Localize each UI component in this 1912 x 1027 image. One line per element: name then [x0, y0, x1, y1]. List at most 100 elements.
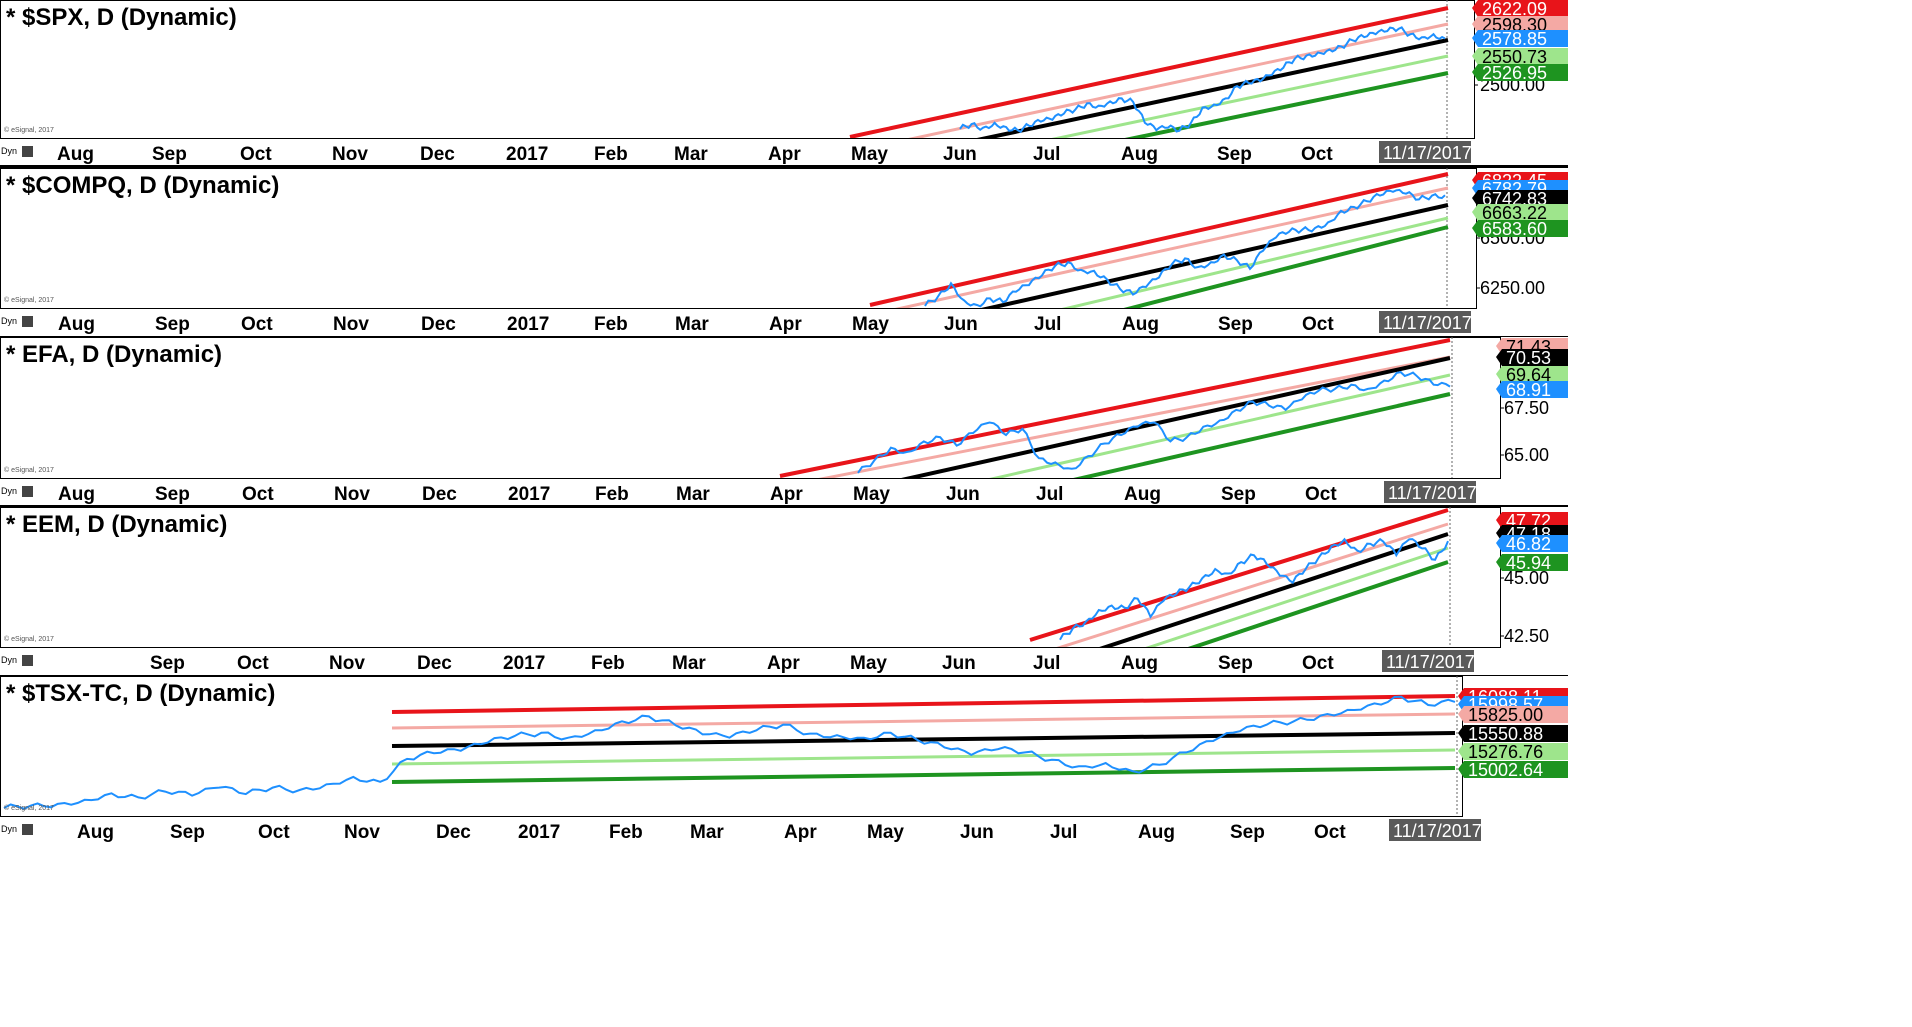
dyn-toggle-icon[interactable]	[22, 146, 33, 157]
dyn-toggle-icon[interactable]	[22, 655, 33, 666]
price-label-price: 2578.85	[1472, 29, 1568, 49]
dyn-label[interactable]: Dyn	[1, 486, 18, 496]
price-label-green: 45.94	[1496, 553, 1568, 573]
price-label-green: 6583.60	[1472, 219, 1568, 239]
price-label-tag	[1458, 706, 1568, 723]
price-label-tag	[1458, 743, 1568, 760]
chart-panel-2[interactable]: 67.50 65.00 71.43 70.53 69.64 68.91 Aug Sep Oct N…	[0, 337, 1568, 505]
channel-line-black	[976, 38, 1449, 138]
price-series-line	[959, 26, 1446, 134]
dyn-toggle-icon[interactable]	[22, 486, 33, 497]
x-tick-label: Apr	[768, 144, 801, 165]
x-tick-label: Sep	[1230, 822, 1265, 842]
chart-panel-3[interactable]: 45.00 42.50 47.72 47.18 46.82 45.94 Sep Oct Nov D…	[0, 507, 1568, 675]
x-tick-label: Oct	[1305, 484, 1337, 505]
price-label-tag	[1496, 554, 1568, 571]
price-label-tag	[1472, 190, 1568, 207]
dyn-label[interactable]: Dyn	[1, 824, 18, 834]
channel-line-lightgreen	[391, 748, 1456, 766]
y-tick-label: 6250.00	[1480, 278, 1545, 298]
price-label-tag	[1472, 16, 1568, 33]
x-tick-label: Sep	[1218, 653, 1253, 674]
x-tick-label: May	[851, 144, 888, 165]
panel-separator	[0, 165, 1568, 169]
channel-line-red	[391, 694, 1456, 714]
x-tick-label: Oct	[240, 144, 272, 165]
price-label-red: 2622.09	[1472, 0, 1568, 19]
price-label-lightgreen: 15276.76	[1458, 742, 1568, 762]
price-label-text: 69.64	[1506, 365, 1551, 385]
channel-line-black	[391, 731, 1456, 748]
channel-line-lightgreen	[1061, 216, 1449, 308]
date-box	[1379, 141, 1471, 163]
date-box-text: 11/17/2017	[1386, 652, 1475, 672]
x-tick-label: Aug	[77, 822, 114, 842]
x-tick-label: Nov	[344, 822, 380, 842]
x-tick-label: Apr	[770, 484, 803, 505]
price-label-text: 15002.64	[1468, 760, 1543, 780]
esignal-watermark: © eSignal, 2017	[4, 127, 54, 134]
price-label-tag	[1496, 535, 1568, 552]
price-label-black: 70.53	[1496, 348, 1568, 368]
x-tick-label: Aug	[1138, 822, 1175, 842]
channel-line-lightgreen	[1051, 54, 1449, 138]
channel-line-pink	[1056, 522, 1449, 647]
price-label-tag	[1458, 761, 1568, 778]
date-box	[1389, 819, 1481, 841]
dyn-label[interactable]: Dyn	[1, 316, 18, 326]
x-tick-label: Sep	[155, 484, 190, 505]
x-tick-label: Sep	[170, 822, 205, 842]
price-label-tag	[1472, 64, 1568, 81]
x-tick-label: Aug	[57, 144, 94, 165]
x-tick-label: Feb	[594, 314, 628, 335]
esignal-watermark: © eSignal, 2017	[4, 467, 54, 474]
price-label-text: 2550.73	[1482, 47, 1547, 67]
price-label-tag	[1496, 512, 1568, 529]
x-tick-label: Oct	[1302, 653, 1334, 674]
x-tick-label: 2017	[518, 822, 560, 842]
x-tick-label: Dec	[422, 484, 457, 505]
x-tick-label: Aug	[1121, 653, 1158, 674]
x-tick-label: Oct	[1302, 314, 1334, 335]
esignal-watermark: © eSignal, 2017	[4, 297, 54, 304]
price-series-line	[857, 371, 1451, 474]
channel-line-pink	[908, 22, 1449, 138]
dyn-label[interactable]: Dyn	[1, 146, 18, 156]
x-tick-label: Jul	[1034, 314, 1061, 335]
price-label-text: 15550.88	[1468, 724, 1543, 744]
x-tick-label: May	[867, 822, 904, 842]
dyn-toggle-icon[interactable]	[22, 316, 33, 327]
x-tick-label: Dec	[417, 653, 452, 674]
chart-panel-1[interactable]: 6500.006250.006822.456782.796742.836663.…	[0, 168, 1568, 336]
chart-panel-4[interactable]: 16088.1115998.5715825.0015550.8815276.76…	[0, 676, 1568, 842]
chart-title: * EEM, D (Dynamic)	[6, 511, 228, 538]
x-tick-label: Sep	[150, 653, 185, 674]
x-tick-label: Sep	[1217, 144, 1252, 165]
y-tick-label: 67.50	[1504, 398, 1549, 418]
price-label-lightgreen: 69.64	[1496, 365, 1568, 385]
chart-panel-0[interactable]: 2500.00 2622.09 2598.30 2578.85 2550.73 2526.…	[0, 0, 1568, 165]
channel-line-pink	[894, 186, 1449, 308]
y-tick-label: 45.00	[1504, 568, 1549, 588]
x-tick-label: May	[850, 653, 887, 674]
dyn-label[interactable]: Dyn	[1, 655, 18, 665]
y-tick-label: 65.00	[1504, 445, 1549, 465]
dyn-toggle-icon[interactable]	[22, 824, 33, 835]
x-tick-label: 2017	[508, 484, 550, 505]
price-label-text: 15825.00	[1468, 705, 1543, 725]
price-label-text: 6663.22	[1482, 203, 1547, 223]
price-label-text: 2526.95	[1482, 63, 1547, 83]
channel-line-green	[1073, 392, 1451, 478]
x-tick-label: Aug	[1121, 144, 1158, 165]
x-tick-label: 2017	[506, 144, 548, 165]
x-tick-label: May	[852, 314, 889, 335]
x-tick-label: Feb	[591, 653, 625, 674]
x-tick-label: Oct	[1301, 144, 1333, 165]
price-label-tag	[1472, 48, 1568, 65]
esignal-watermark: © eSignal, 2017	[4, 805, 54, 812]
date-box-text: 11/17/2017	[1388, 483, 1477, 503]
x-tick-label: Sep	[155, 314, 190, 335]
channel-line-red	[1029, 508, 1449, 642]
